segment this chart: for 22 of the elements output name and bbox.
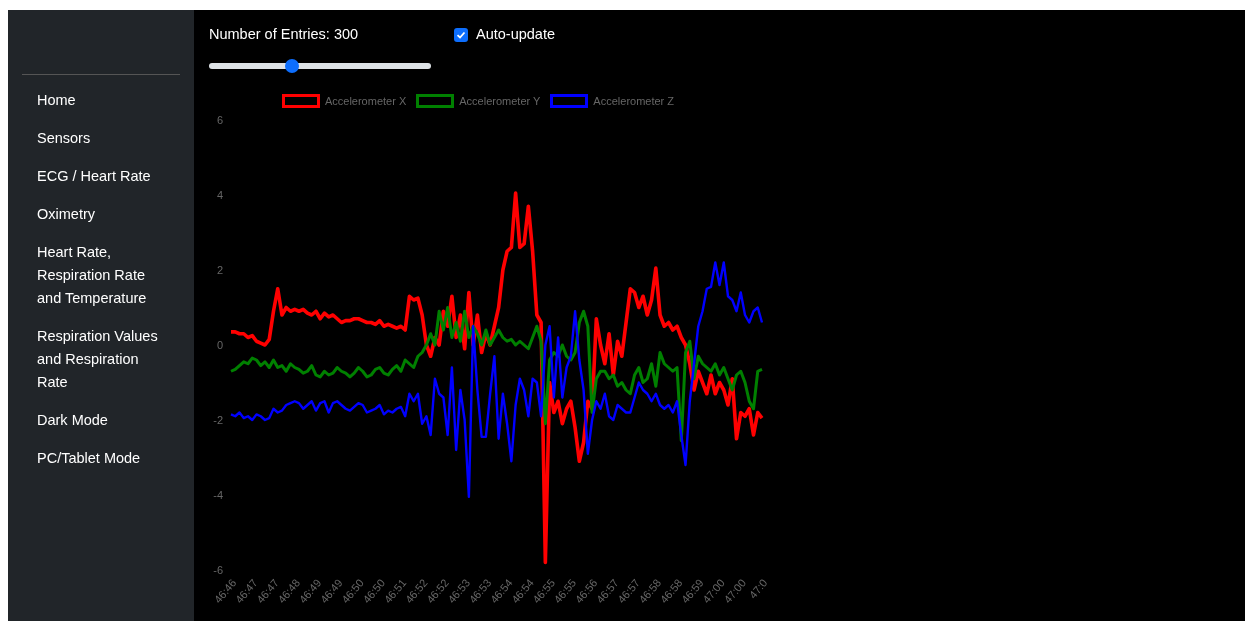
y-tick-label: 2 bbox=[216, 263, 223, 276]
text: Respiration Values and Respiration Rate bbox=[37, 327, 159, 392]
text: Number of Entries: 300 bbox=[209, 26, 359, 42]
line-series bbox=[229, 261, 764, 499]
y-tick-label: 4 bbox=[216, 188, 223, 201]
y-tick-label: -4 bbox=[213, 488, 223, 501]
y-tick-label: -2 bbox=[213, 413, 223, 426]
y-tick-label: -6 bbox=[213, 563, 223, 576]
text: Home bbox=[37, 91, 77, 110]
text: Dark Mode bbox=[37, 411, 109, 430]
text: Heart Rate, Respiration Rate and Temperature bbox=[37, 243, 148, 308]
legend-label: Accelerometer Z bbox=[593, 95, 675, 107]
text: ECG / Heart Rate bbox=[37, 167, 152, 186]
text: PC/Tablet Mode bbox=[37, 449, 142, 468]
text: Oximetry bbox=[37, 205, 96, 224]
y-tick-label: 0 bbox=[216, 338, 223, 351]
text: Sensors bbox=[37, 129, 92, 148]
legend-label: Accelerometer Y bbox=[459, 95, 541, 107]
line-series bbox=[229, 306, 764, 443]
text: Auto-update bbox=[476, 26, 556, 42]
y-tick-label: 6 bbox=[216, 113, 223, 126]
legend-label: Accelerometer X bbox=[324, 95, 407, 107]
